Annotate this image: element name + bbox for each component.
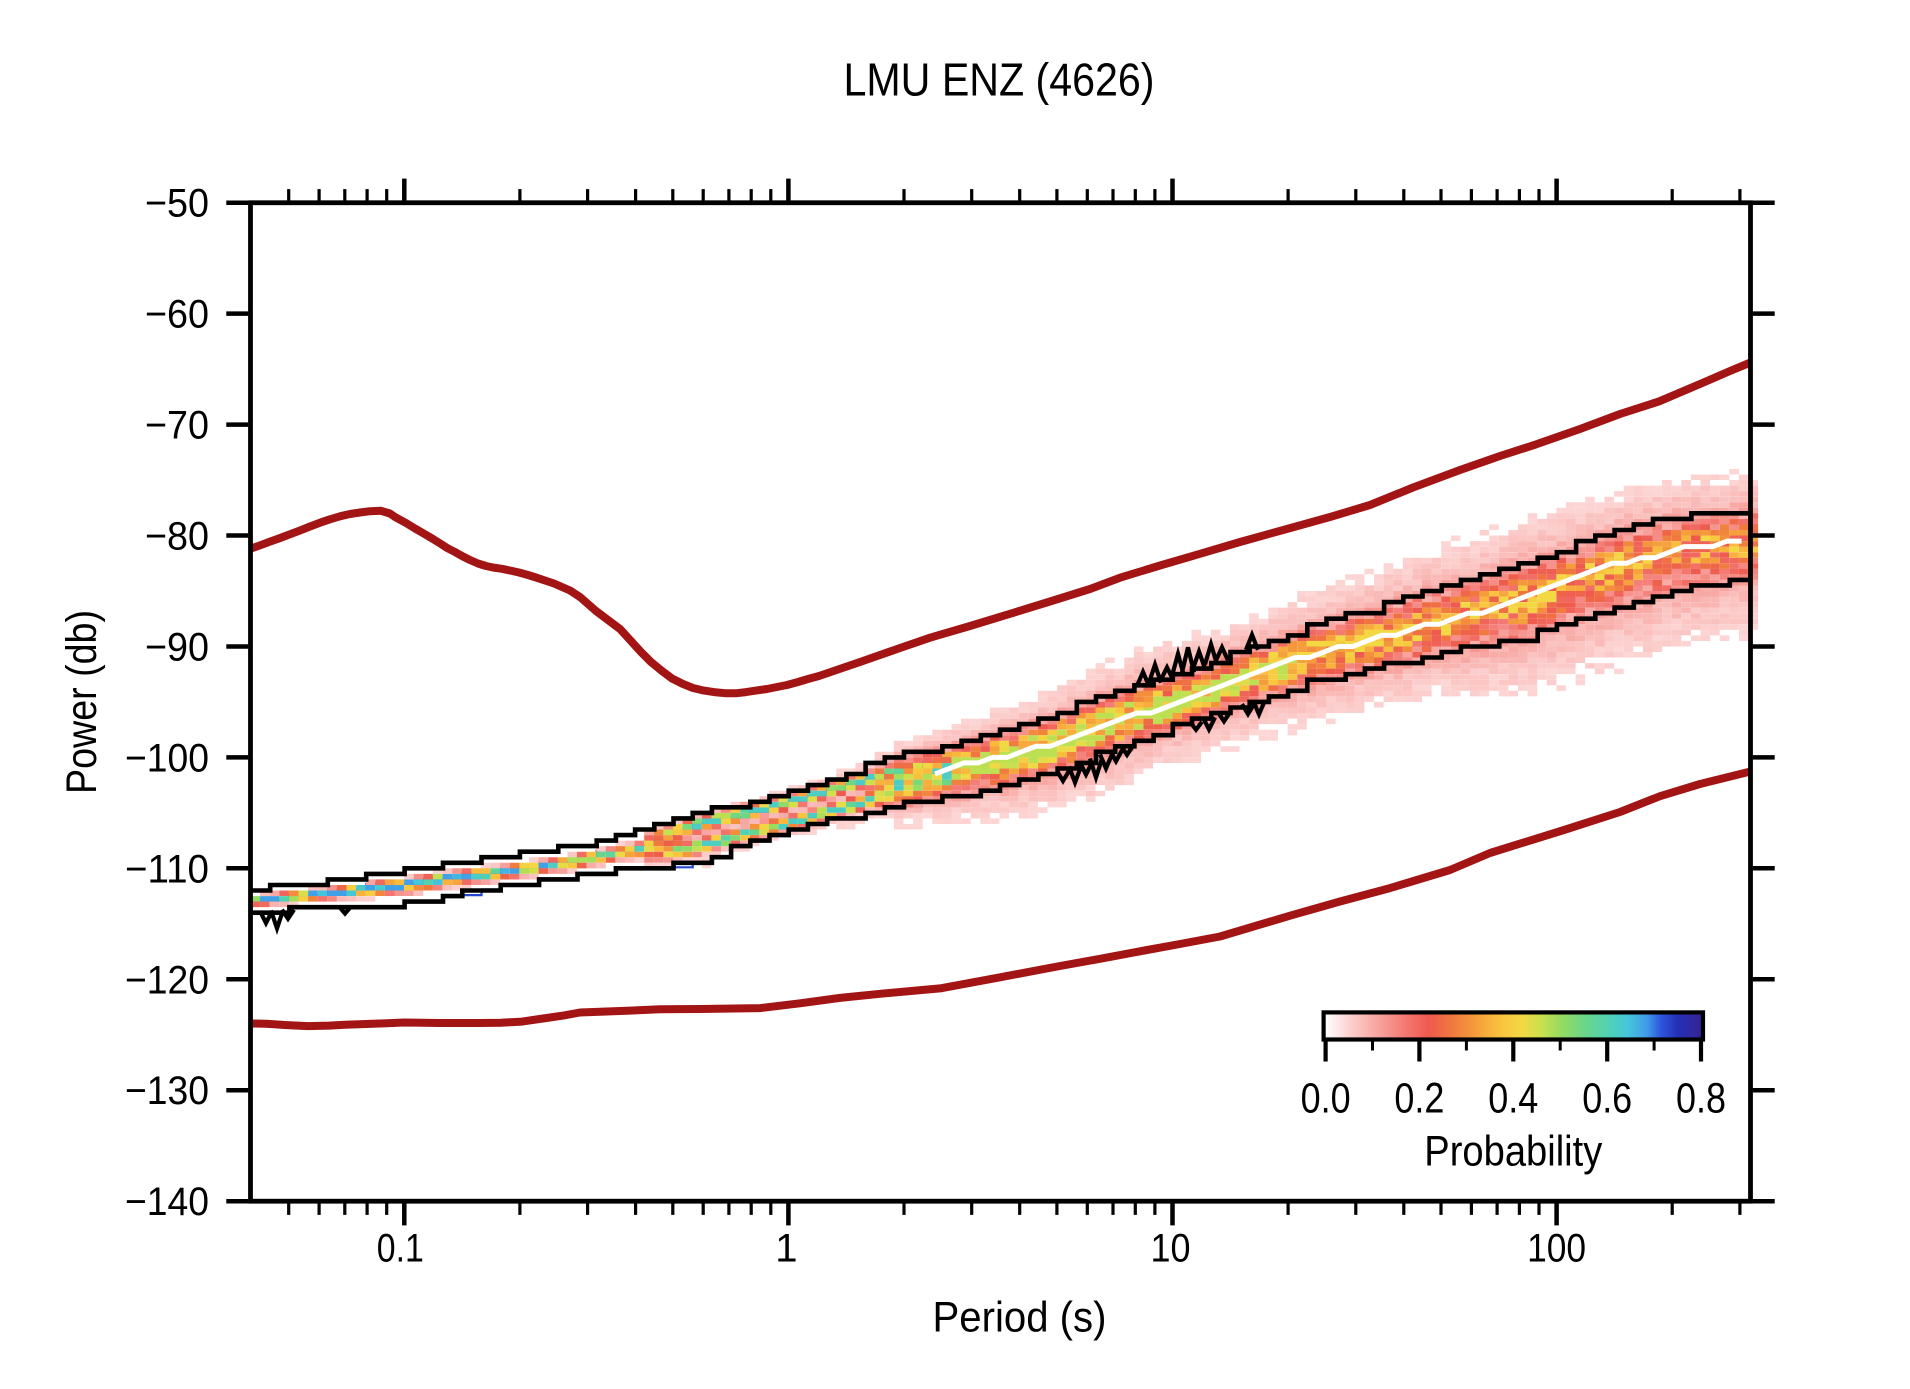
svg-text:Probability: Probability	[1424, 1128, 1602, 1176]
svg-text:−120: −120	[125, 958, 209, 1002]
svg-text:−80: −80	[145, 515, 209, 559]
svg-text:−130: −130	[125, 1069, 209, 1113]
svg-text:LMU ENZ (4626): LMU ENZ (4626)	[844, 53, 1155, 105]
svg-text:100: 100	[1527, 1226, 1586, 1270]
svg-text:−60: −60	[145, 293, 209, 337]
svg-text:0.2: 0.2	[1394, 1075, 1444, 1123]
svg-text:0.6: 0.6	[1582, 1075, 1632, 1123]
svg-text:0.0: 0.0	[1301, 1075, 1351, 1123]
svg-text:−140: −140	[125, 1180, 209, 1224]
svg-text:−110: −110	[125, 847, 209, 891]
svg-text:−100: −100	[125, 736, 209, 780]
svg-text:10: 10	[1151, 1226, 1191, 1270]
svg-text:−50: −50	[145, 182, 209, 226]
svg-text:0.8: 0.8	[1676, 1075, 1726, 1123]
svg-text:−90: −90	[145, 626, 209, 670]
svg-text:−70: −70	[145, 404, 209, 448]
svg-text:Power (db): Power (db)	[58, 610, 106, 794]
svg-text:1: 1	[775, 1226, 797, 1270]
svg-text:0.4: 0.4	[1488, 1075, 1538, 1123]
svg-text:Period (s): Period (s)	[933, 1294, 1107, 1342]
svg-text:0.1: 0.1	[377, 1226, 424, 1270]
